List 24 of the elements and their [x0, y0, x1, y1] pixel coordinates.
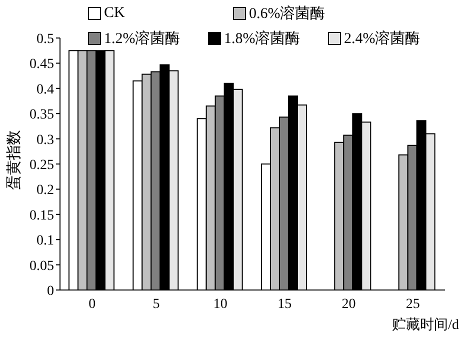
x-tick-label: 5 — [152, 296, 160, 312]
y-tick-label: 0.25 — [30, 158, 54, 173]
x-tick-label: 20 — [342, 296, 356, 312]
y-tick-label: 0.35 — [30, 108, 54, 123]
legend-label: 1.8%溶菌酶 — [224, 29, 300, 48]
y-axis-title: 蛋黄指数 — [5, 130, 24, 190]
x-tick-label: 15 — [278, 296, 292, 312]
legend-label: CK — [104, 5, 125, 22]
y-tick-label: 0.45 — [30, 57, 54, 72]
legend-label: 1.2%溶菌酶 — [104, 29, 180, 48]
y-tick-label: 0.05 — [30, 258, 54, 274]
x-tick-label: 10 — [213, 296, 228, 312]
x-axis-title: 贮藏时间/d — [392, 316, 459, 334]
y-tick-label: 0 — [47, 284, 54, 299]
x-tick-label: 25 — [406, 296, 420, 312]
y-tick-label: 0.3 — [36, 132, 54, 148]
y-tick-label: 0.1 — [36, 234, 54, 249]
y-tick-label: 0.4 — [36, 82, 54, 98]
y-tick-label: 0.2 — [36, 183, 54, 198]
x-tick-label: 0 — [88, 296, 96, 312]
y-tick-label: 0.15 — [30, 208, 54, 224]
legend-label: 2.4%溶菌酶 — [344, 29, 420, 48]
legend-label: 0.6%溶菌酶 — [249, 4, 326, 23]
y-tick-label: 0.5 — [36, 32, 54, 47]
